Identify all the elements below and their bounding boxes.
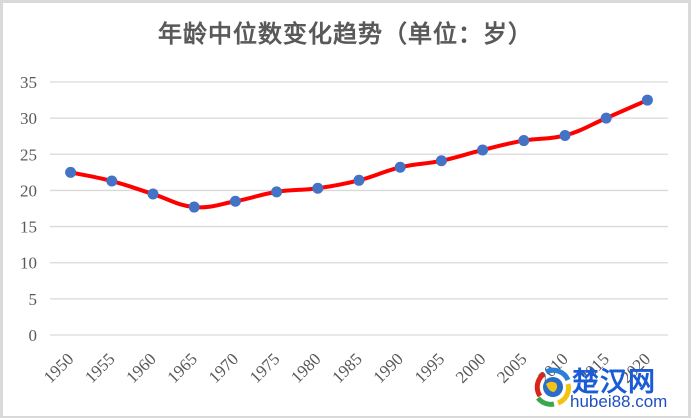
data-point [312, 182, 324, 194]
data-point [518, 135, 530, 147]
watermark-url: hubei88.com [570, 392, 668, 411]
watermark-cn: 楚汉网 [572, 367, 656, 398]
globe-logo-icon [534, 367, 571, 407]
data-point [353, 174, 365, 186]
y-tick-label: 20 [20, 181, 37, 200]
data-point [600, 112, 612, 124]
x-tick-label: 1985 [328, 349, 365, 386]
x-tick-label: 1950 [40, 349, 77, 386]
data-point [271, 186, 283, 198]
data-point [188, 201, 200, 213]
y-tick-label: 10 [20, 254, 37, 273]
x-tick-label: 1970 [205, 349, 242, 386]
x-tick-label: 1965 [164, 349, 201, 386]
y-axis-ticks: 0 5 10 15 20 25 30 35 [20, 73, 37, 345]
y-tick-label: 0 [29, 326, 38, 345]
x-tick-label: 1975 [246, 349, 283, 386]
x-tick-label: 1980 [287, 349, 324, 386]
data-markers [65, 94, 653, 213]
y-tick-label: 25 [20, 145, 37, 164]
gridlines [50, 81, 668, 336]
data-point [394, 161, 406, 173]
chart-title: 年龄中位数变化趋势（单位：岁） [158, 19, 533, 48]
x-tick-label: 1960 [122, 349, 159, 386]
data-point [477, 144, 489, 156]
data-point [641, 94, 653, 106]
x-tick-label: 1995 [411, 349, 448, 386]
x-tick-label: 2005 [493, 349, 530, 386]
data-point [106, 175, 118, 187]
x-tick-label: 1990 [370, 349, 407, 386]
watermark: 楚汉网 hubei88.com [532, 364, 688, 414]
y-tick-label: 30 [20, 109, 37, 128]
data-point [147, 188, 159, 200]
x-tick-label: 2000 [452, 349, 489, 386]
y-tick-label: 35 [20, 73, 37, 92]
data-point [65, 166, 77, 178]
y-tick-label: 5 [29, 290, 38, 309]
data-point [559, 129, 571, 141]
x-tick-label: 1955 [81, 349, 118, 386]
y-tick-label: 15 [20, 218, 37, 237]
data-point [229, 195, 241, 207]
data-point [435, 155, 447, 167]
